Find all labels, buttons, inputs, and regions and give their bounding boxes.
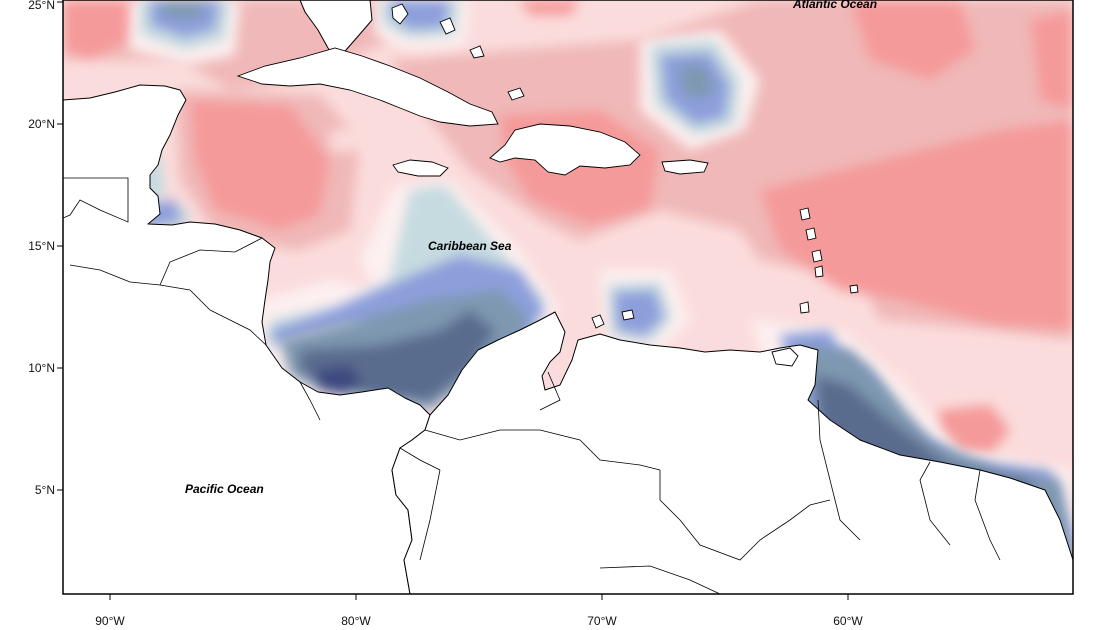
x-tick-label: 90°W bbox=[95, 614, 125, 628]
bahamas-island bbox=[391, 3, 409, 25]
x-tick-label: 80°W bbox=[341, 614, 371, 628]
south-america-landmass bbox=[391, 311, 1073, 594]
warm-core-east bbox=[760, 120, 1073, 330]
cool-core-atlantic bbox=[680, 65, 715, 100]
warm-core-guiana bbox=[935, 405, 1010, 455]
y-tick-label: 10°N bbox=[28, 361, 55, 375]
country-border bbox=[539, 371, 561, 411]
trinidad-island bbox=[771, 347, 799, 367]
country-border bbox=[817, 399, 861, 541]
bahamas-island bbox=[469, 45, 485, 59]
deep-core-panama bbox=[315, 365, 362, 395]
curacao-island bbox=[621, 309, 635, 321]
warm-core-far-east bbox=[1030, 10, 1073, 110]
country-borders bbox=[63, 177, 1001, 594]
country-border bbox=[974, 469, 1001, 561]
map-frame bbox=[62, 0, 1074, 595]
anomaly-field bbox=[63, 0, 1073, 594]
hispaniola-island bbox=[489, 123, 641, 176]
country-border bbox=[659, 470, 831, 561]
cool-core-gulf bbox=[160, 0, 205, 18]
country-border bbox=[69, 264, 211, 311]
lesser-antilles-island bbox=[814, 265, 824, 278]
lesser-antilles-island bbox=[805, 227, 817, 241]
country-border bbox=[419, 469, 441, 561]
country-border bbox=[209, 309, 267, 346]
warm-core-north bbox=[520, 0, 580, 15]
warm-core-northwest bbox=[63, 0, 140, 60]
y-tick-label: 5°N bbox=[35, 483, 55, 497]
country-border bbox=[299, 381, 321, 421]
jamaica-island bbox=[392, 159, 449, 177]
lesser-antilles-island bbox=[811, 249, 823, 263]
x-tick-label: 60°W bbox=[833, 614, 863, 628]
puerto-rico-island bbox=[661, 159, 709, 175]
cool-cell-aruba bbox=[614, 290, 664, 336]
lesser-antilles-island bbox=[849, 284, 859, 294]
country-border bbox=[424, 429, 661, 471]
aruba-island bbox=[591, 314, 605, 329]
y-axis: 25°N 20°N 15°N 10°N 5°N bbox=[28, 0, 63, 497]
cool-cell-bahamas bbox=[390, 0, 450, 30]
pacific-ocean-label: Pacific Ocean bbox=[185, 482, 264, 496]
country-border bbox=[919, 461, 951, 546]
warm-core-northeast bbox=[850, 0, 975, 80]
warm-core-yucatan bbox=[190, 100, 330, 230]
land-masses bbox=[63, 0, 1073, 594]
warm-regions bbox=[63, 0, 1073, 455]
x-axis: 90°W 80°W 70°W 60°W bbox=[95, 594, 863, 628]
x-tick-label: 70°W bbox=[587, 614, 617, 628]
warm-pocket-west bbox=[330, 130, 365, 152]
country-border bbox=[599, 565, 721, 594]
y-tick-label: 20°N bbox=[28, 117, 55, 131]
country-border bbox=[63, 177, 129, 223]
country-border bbox=[159, 237, 263, 286]
bahamas-island bbox=[507, 87, 525, 101]
y-tick-label: 15°N bbox=[28, 239, 55, 253]
cuba-island bbox=[236, 47, 499, 127]
bahamas-island bbox=[439, 17, 456, 35]
caribbean-sea-label: Caribbean Sea bbox=[428, 239, 512, 253]
country-border bbox=[399, 447, 441, 471]
y-tick-label: 25°N bbox=[28, 0, 55, 12]
lesser-antilles-island bbox=[799, 207, 811, 221]
atlantic-ocean-label: Atlantic Ocean bbox=[792, 0, 877, 11]
lesser-antilles-island bbox=[799, 301, 810, 314]
